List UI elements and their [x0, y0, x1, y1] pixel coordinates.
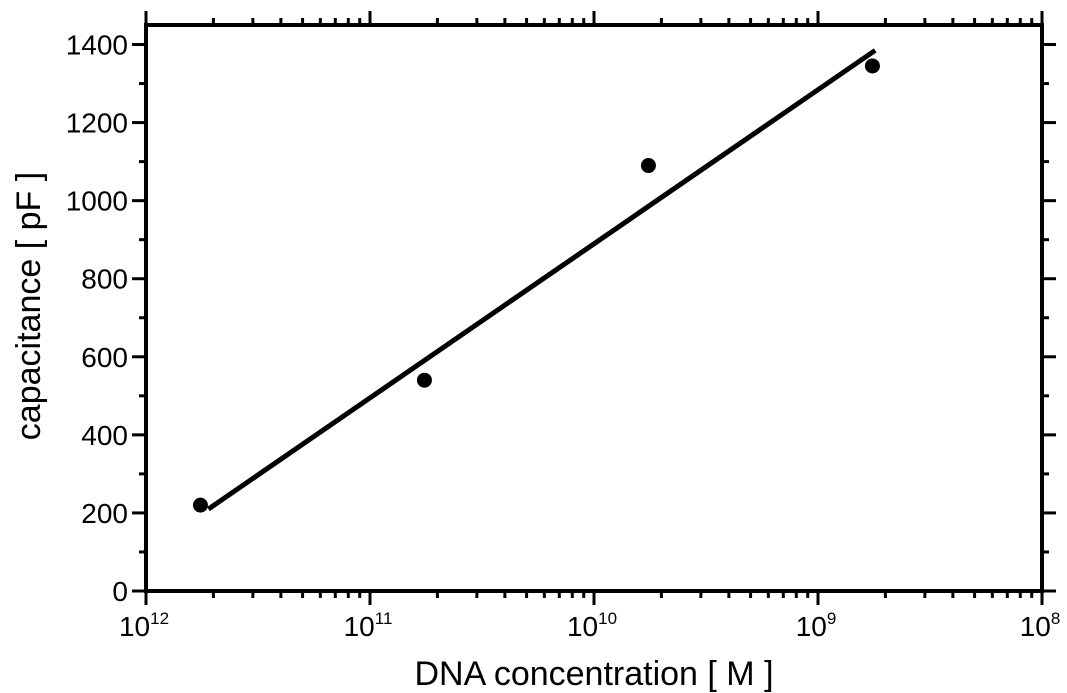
y-tick-labels: 0 200 400 600 800 1000 1200 1400 [66, 30, 128, 607]
x-tick-label: 1010 [567, 609, 617, 642]
fit-line-layer [207, 48, 877, 512]
y-tick-label: 1200 [66, 108, 128, 139]
y-tick-label: 200 [81, 498, 128, 529]
x-tick-labels: 1012 1011 1010 109 108 [119, 609, 1060, 642]
x-axis-title: DNA concentration [ M ] [414, 655, 773, 693]
y-tick-label: 400 [81, 420, 128, 451]
y-tick-label: 0 [112, 576, 128, 607]
data-point [864, 58, 880, 74]
x-tick-label: 1012 [119, 609, 169, 642]
plot-frame [144, 23, 1044, 593]
data-point [192, 497, 208, 513]
y-axis-title: capacitance [ pF ] [10, 172, 48, 440]
y-tick-label: 800 [81, 264, 128, 295]
data-point [640, 158, 656, 174]
x-tick-label: 109 [796, 609, 837, 642]
y-tick-label: 600 [81, 342, 128, 373]
y-tick-label: 1000 [66, 186, 128, 217]
x-tick-label: 108 [1020, 609, 1061, 642]
data-point [416, 372, 432, 388]
fit-line [207, 48, 877, 512]
data-points-layer [192, 58, 880, 513]
x-tick-label: 1011 [344, 609, 393, 642]
y-tick-label: 1400 [66, 30, 128, 61]
axis-ticks [132, 11, 1056, 605]
